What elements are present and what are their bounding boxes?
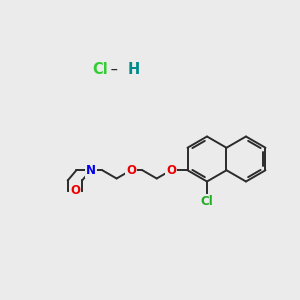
Text: Cl: Cl (92, 61, 108, 76)
Text: N: N (86, 164, 96, 177)
Text: O: O (126, 164, 136, 177)
Text: Cl: Cl (201, 195, 213, 208)
Text: O: O (70, 184, 80, 197)
Text: N: N (86, 164, 96, 177)
Text: –: – (106, 61, 122, 76)
Text: O: O (166, 164, 176, 177)
Text: H: H (128, 61, 140, 76)
